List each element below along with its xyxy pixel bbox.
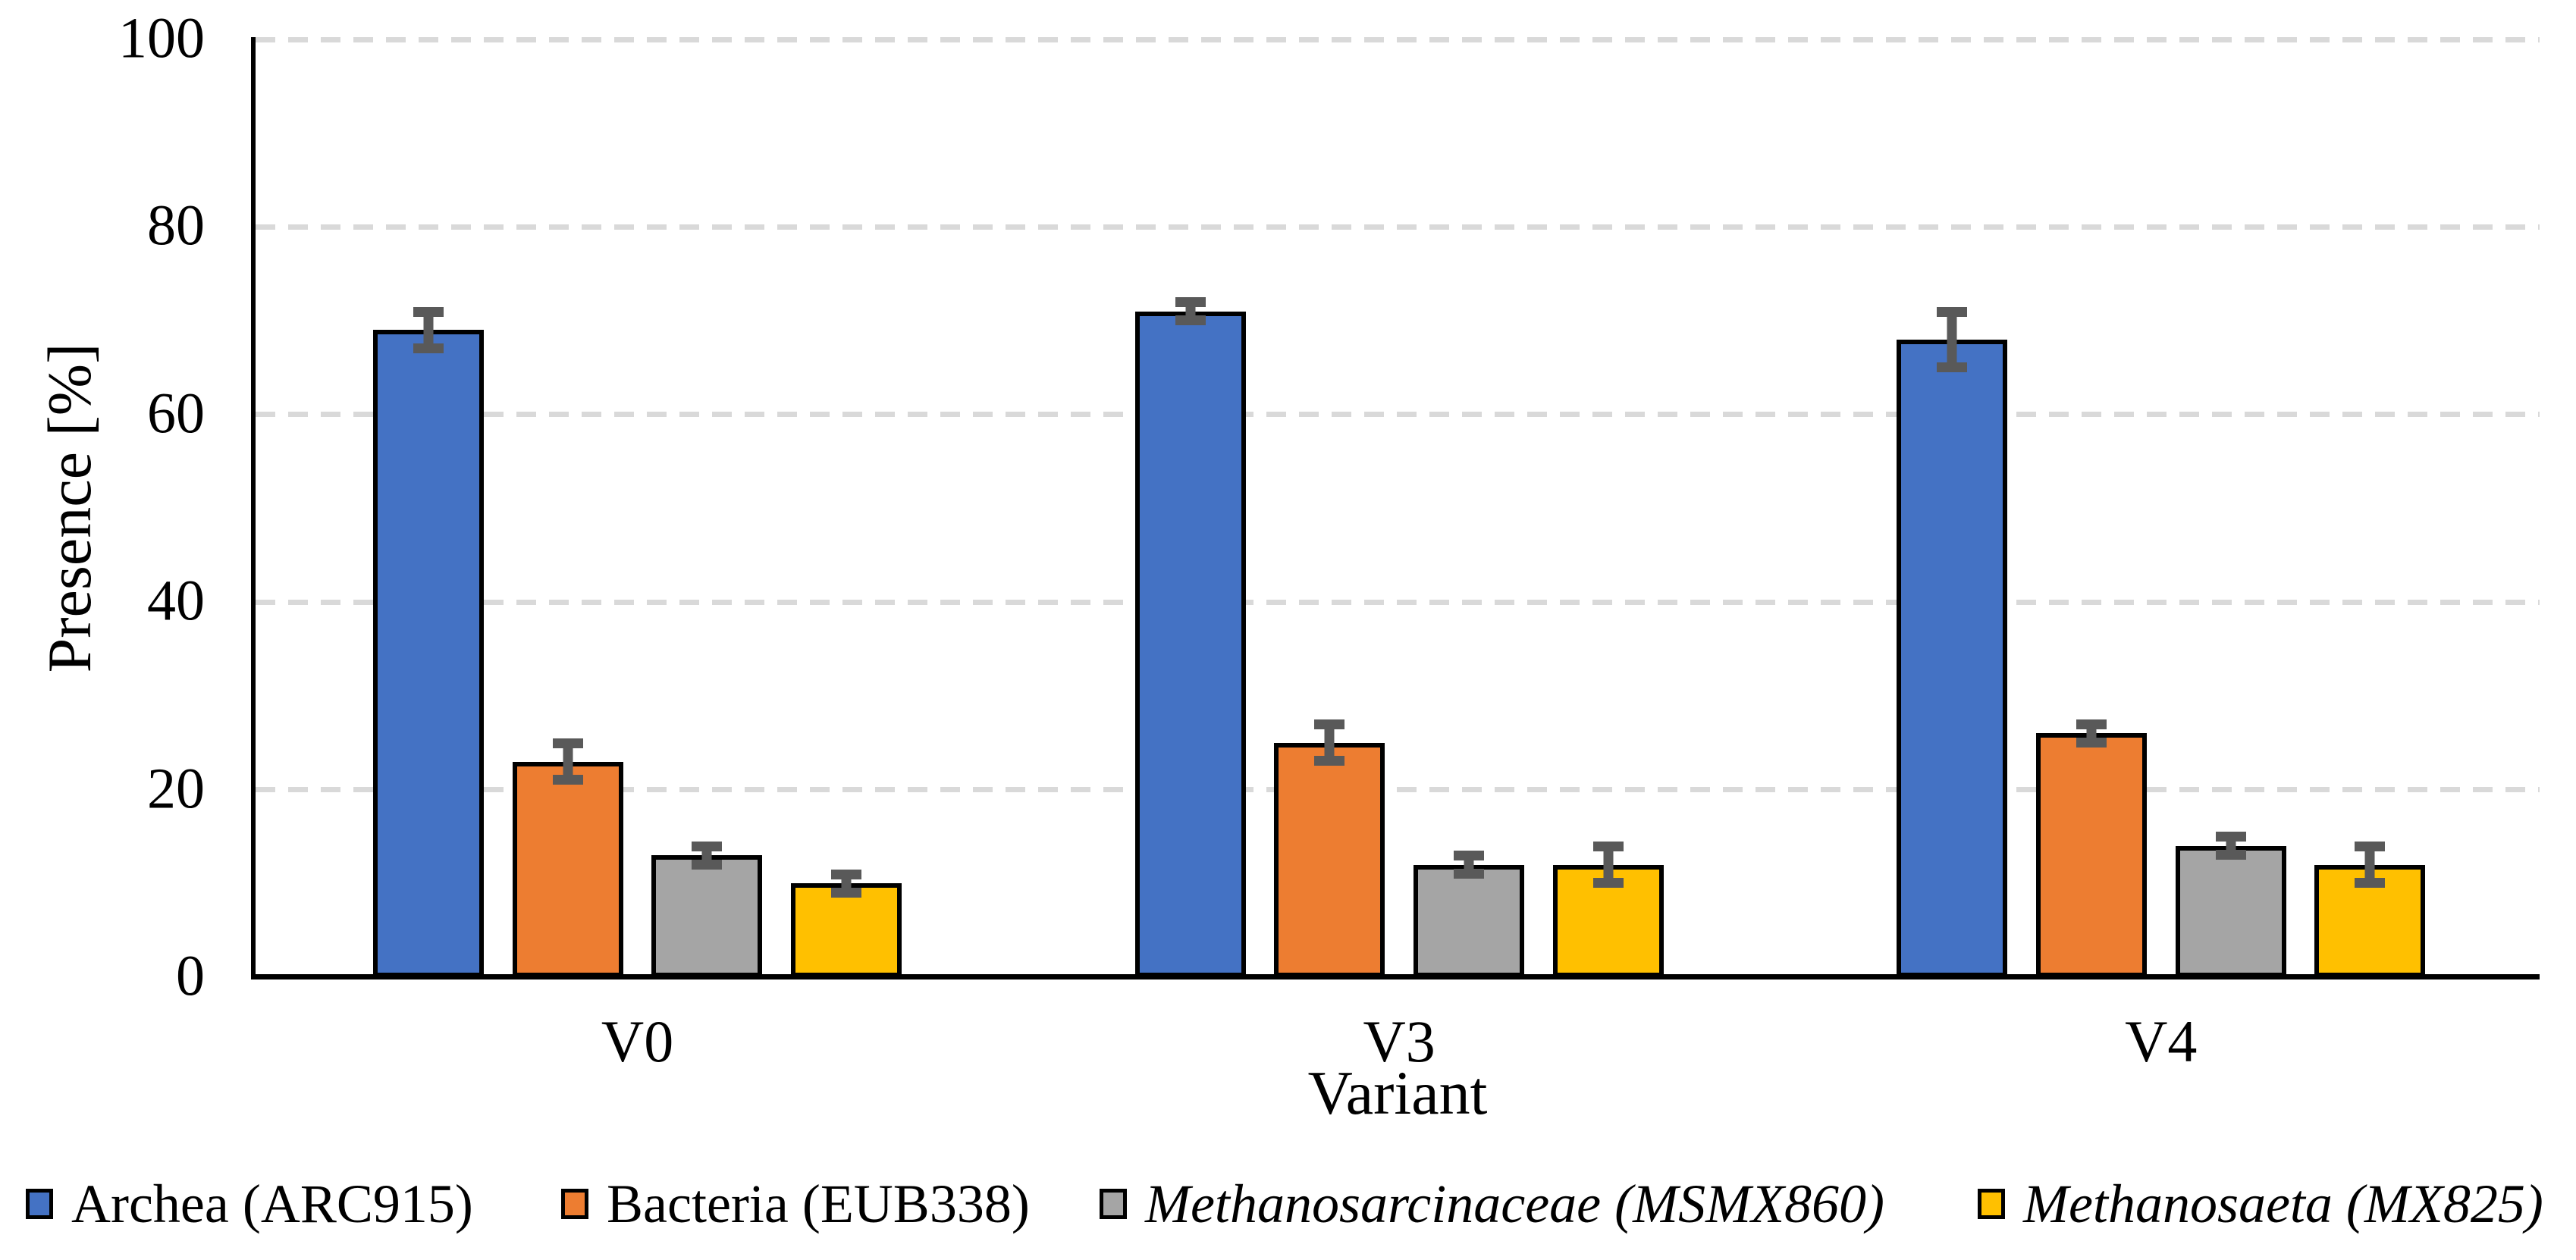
error-cap-top xyxy=(2215,832,2246,842)
y-tick-label-40: 40 xyxy=(147,569,205,633)
error-cap-top xyxy=(1454,851,1484,861)
legend-item-archea: Archea (ARC915) xyxy=(26,1177,473,1231)
error-cap-top xyxy=(2076,719,2107,729)
legend-label-bacteria: Bacteria (EUB338) xyxy=(607,1174,1030,1234)
error-cap-top xyxy=(2355,841,2386,851)
error-whisker xyxy=(2364,845,2375,884)
error-cap-bottom xyxy=(1314,756,1345,766)
error-cap-top xyxy=(1592,841,1624,851)
legend-swatch-methanosaeta xyxy=(1978,1189,2005,1219)
error-bar-v0-archea xyxy=(413,306,444,354)
error-cap-bottom xyxy=(2215,850,2246,860)
error-cap-top xyxy=(831,869,862,879)
y-tick-label-60: 60 xyxy=(147,381,205,446)
error-whisker xyxy=(1324,724,1335,762)
error-cap-bottom xyxy=(1175,315,1206,326)
legend-item-methanosarcinaceae: Methanosarcinaceae (MSMX860) xyxy=(1100,1177,1884,1231)
bar-v4-bacteria xyxy=(2035,733,2147,977)
error-cap-bottom xyxy=(1592,878,1624,889)
legend-item-bacteria: Bacteria (EUB338) xyxy=(561,1177,1030,1231)
error-cap-top xyxy=(552,738,583,748)
x-category-label-v0: V0 xyxy=(601,1008,674,1074)
error-bar-v4-methanosaeta xyxy=(2355,841,2386,889)
bar-v3-methanosarcinaceae xyxy=(1414,864,1524,977)
legend-label-methanosarcinaceae: Methanosarcinaceae (MSMX860) xyxy=(1145,1174,1885,1234)
legend-swatch-bacteria xyxy=(561,1189,588,1219)
y-tick-label-80: 80 xyxy=(147,193,205,258)
gridline-100 xyxy=(256,36,2540,42)
error-bar-v4-methanosarcinaceae xyxy=(2215,832,2246,860)
y-tick-label-100: 100 xyxy=(118,6,205,71)
y-axis-line xyxy=(251,37,256,979)
error-cap-bottom xyxy=(2076,737,2107,748)
error-whisker xyxy=(1947,311,1957,368)
bar-v0-bacteria xyxy=(512,761,623,977)
error-bar-v4-bacteria xyxy=(2076,719,2107,748)
x-axis-line xyxy=(251,974,2540,979)
y-tick-label-0: 0 xyxy=(176,944,205,1008)
bar-v4-archea xyxy=(1897,339,2008,977)
error-cap-bottom xyxy=(552,775,583,785)
error-cap-top xyxy=(1314,719,1345,729)
error-cap-bottom xyxy=(831,887,862,898)
legend-swatch-methanosarcinaceae xyxy=(1100,1189,1127,1219)
gridline-60 xyxy=(256,412,2540,418)
y-tick-label-20: 20 xyxy=(147,757,205,821)
x-category-label-v3: V3 xyxy=(1363,1008,1435,1074)
error-bar-v0-methanosarcinaceae xyxy=(692,841,723,870)
error-whisker xyxy=(563,742,573,781)
legend-label-archea: Archea (ARC915) xyxy=(71,1174,473,1234)
error-cap-top xyxy=(1175,297,1206,308)
x-category-label-v4: V4 xyxy=(2125,1008,2198,1074)
error-whisker xyxy=(423,311,434,349)
error-bar-v3-archea xyxy=(1175,297,1206,326)
plot-area xyxy=(251,36,2540,979)
error-bar-v3-methanosarcinaceae xyxy=(1454,851,1484,879)
error-cap-bottom xyxy=(692,859,723,870)
bar-v0-methanosarcinaceae xyxy=(651,855,763,977)
x-axis-title: Variant xyxy=(1307,1058,1488,1127)
gridline-80 xyxy=(256,224,2540,230)
gridline-40 xyxy=(256,599,2540,605)
legend-swatch-archea xyxy=(26,1189,53,1219)
error-cap-bottom xyxy=(2355,878,2386,889)
legend-item-methanosaeta: Methanosaeta (MX825) xyxy=(1978,1177,2543,1231)
bar-v4-methanosarcinaceae xyxy=(2175,845,2286,977)
error-bar-v4-archea xyxy=(1937,306,1968,372)
error-cap-bottom xyxy=(413,343,444,354)
error-cap-top xyxy=(413,306,444,317)
gridline-20 xyxy=(256,787,2540,793)
bar-v0-archea xyxy=(373,330,484,977)
error-whisker xyxy=(1603,845,1614,884)
error-cap-top xyxy=(1937,306,1968,317)
error-cap-top xyxy=(692,841,723,851)
error-bar-v3-bacteria xyxy=(1314,719,1345,766)
error-bar-v3-methanosaeta xyxy=(1592,841,1624,889)
error-cap-bottom xyxy=(1454,868,1484,879)
error-cap-bottom xyxy=(1937,362,1968,372)
legend-label-methanosaeta: Methanosaeta (MX825) xyxy=(2023,1174,2543,1234)
bar-v3-archea xyxy=(1134,311,1246,977)
error-bar-v0-bacteria xyxy=(552,738,583,785)
error-bar-v0-methanosaeta xyxy=(831,869,862,898)
